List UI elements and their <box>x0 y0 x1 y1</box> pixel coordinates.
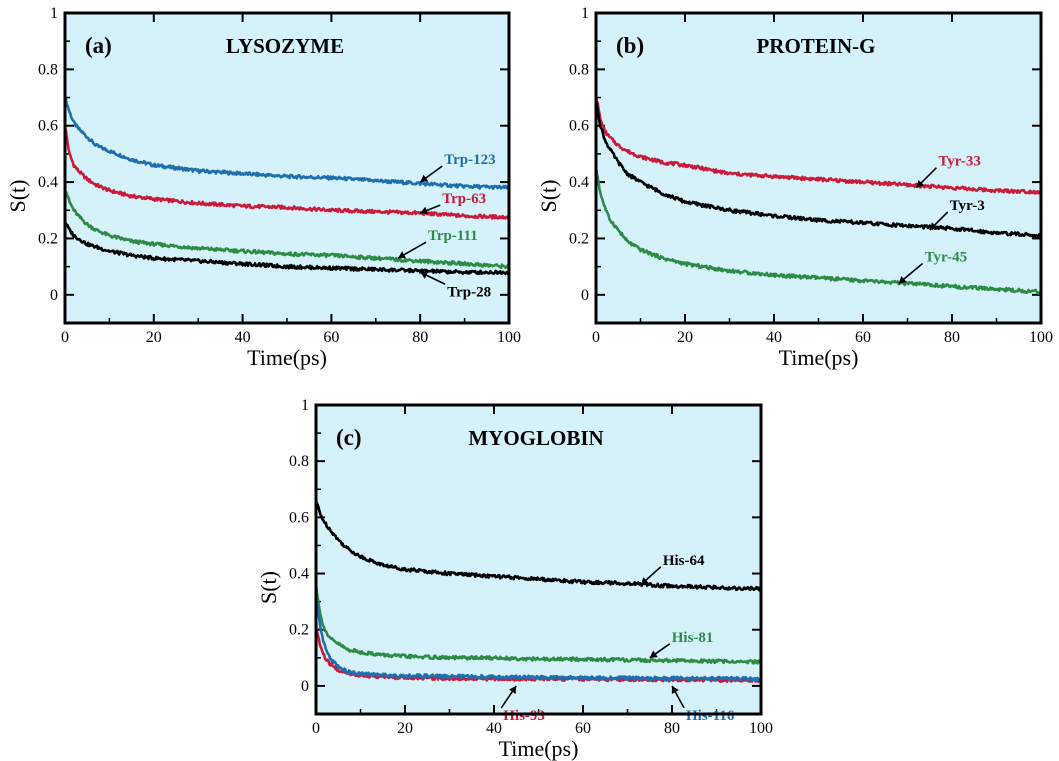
chart-panel-c: 0 0.2 0.4 0.6 0.8 1 0 20 40 60 80 100 His-64 His-81 Hi… <box>256 397 773 761</box>
plot-area <box>596 13 1041 323</box>
series-label-trp-63: Trp-63 <box>442 191 486 207</box>
x-tick-label: 80 <box>664 720 680 737</box>
series-line-his-81 <box>316 584 761 665</box>
chart-panel-b: 0 0.2 0.4 0.6 0.8 1 0 20 40 60 80 100 Tyr-33 Tyr-3 Tyr… <box>536 5 1053 370</box>
y-tick-label: 0.6 <box>289 509 309 526</box>
x-tick-label: 60 <box>855 329 871 346</box>
series-label-his-81: His-81 <box>672 630 714 646</box>
y-tick-label: 0 <box>581 287 589 304</box>
x-tick-label: 20 <box>146 329 162 346</box>
y-tick-label: 0.4 <box>569 174 589 191</box>
series-label-trp-111: Trp-111 <box>428 228 478 244</box>
y-tick-label: 0.8 <box>289 453 309 470</box>
series-line-his-64 <box>316 500 761 592</box>
series-line-trp-111 <box>65 188 509 270</box>
panel-title: PROTEIN-G <box>756 34 875 58</box>
x-tick-label: 60 <box>323 329 339 346</box>
x-tick-label: 100 <box>497 329 521 346</box>
series-line-trp-63 <box>65 126 509 220</box>
plot-area <box>65 13 509 323</box>
x-tick-label: 100 <box>1029 329 1053 346</box>
plot-frame <box>314 403 763 716</box>
label-arrowhead <box>509 685 517 694</box>
y-tick-label: 0.8 <box>38 61 58 78</box>
series-line-tyr-45 <box>596 166 1041 295</box>
panel-letter: (a) <box>85 33 112 58</box>
plot-area <box>316 405 761 714</box>
y-tick-label: 0.4 <box>38 174 58 191</box>
label-arrowhead <box>398 251 407 259</box>
y-tick-label: 0 <box>301 678 309 695</box>
series-label-his-64: His-64 <box>663 553 705 569</box>
series-label-tyr-33: Tyr-33 <box>938 154 981 170</box>
x-tick-label: 40 <box>486 720 502 737</box>
panel-letter: (b) <box>616 33 644 58</box>
x-tick-label: 40 <box>766 329 782 346</box>
x-tick-label: 80 <box>412 329 428 346</box>
y-axis-title: S(t) <box>536 180 561 213</box>
label-arrowhead <box>420 206 429 215</box>
y-tick-label: 0.6 <box>569 118 589 135</box>
y-axis-title: S(t) <box>256 571 281 604</box>
panel-title: MYOGLOBIN <box>468 426 603 450</box>
series-label-trp-28: Trp-28 <box>447 284 491 300</box>
label-arrowhead <box>898 275 907 284</box>
label-arrowhead <box>640 577 649 585</box>
label-arrowhead <box>929 222 938 230</box>
x-axis-title: Time(ps) <box>247 345 327 370</box>
y-tick-label: 1 <box>301 397 309 414</box>
series-line-tyr-3 <box>596 100 1041 238</box>
x-tick-label: 0 <box>312 720 320 737</box>
y-tick-label: 0.4 <box>289 566 309 583</box>
x-tick-label: 0 <box>592 329 600 346</box>
x-tick-label: 0 <box>61 329 69 346</box>
series-label-trp-123: Trp-123 <box>444 152 495 168</box>
plot-frame <box>63 11 511 325</box>
x-tick-label: 40 <box>235 329 251 346</box>
x-axis-title: Time(ps) <box>499 736 579 761</box>
series-label-his-93: His-93 <box>503 708 545 724</box>
chart-panel-a: 0 0.2 0.4 0.6 0.8 1 0 20 40 60 80 100 Trp-123 Trp-63 T… <box>5 5 521 370</box>
x-tick-label: 80 <box>944 329 960 346</box>
series-line-his-116 <box>316 595 761 682</box>
y-tick-label: 1 <box>50 5 58 22</box>
x-tick-label: 20 <box>397 720 413 737</box>
y-tick-label: 0 <box>50 287 58 304</box>
label-arrowhead <box>916 179 925 188</box>
x-axis-title: Time(ps) <box>779 345 859 370</box>
series-label-tyr-3: Tyr-3 <box>950 198 985 214</box>
series-line-trp-123 <box>65 97 509 191</box>
label-arrowhead <box>420 271 429 279</box>
series-line-trp-28 <box>65 221 509 276</box>
y-tick-label: 0.8 <box>569 61 589 78</box>
label-arrowhead <box>420 174 429 183</box>
x-tick-label: 20 <box>677 329 693 346</box>
label-arrowhead <box>649 650 658 658</box>
series-label-tyr-45: Tyr-45 <box>925 250 968 266</box>
y-tick-label: 1 <box>581 5 589 22</box>
panel-title: LYSOZYME <box>226 34 344 58</box>
panel-letter: (c) <box>336 425 362 450</box>
y-tick-label: 0.6 <box>38 118 58 135</box>
x-tick-label: 100 <box>749 720 773 737</box>
series-label-his-116: His-116 <box>686 708 735 724</box>
x-tick-label: 60 <box>575 720 591 737</box>
y-tick-label: 0.2 <box>38 230 58 247</box>
y-tick-label: 0.2 <box>569 230 589 247</box>
label-arrowhead <box>671 685 679 694</box>
plot-frame <box>594 11 1043 325</box>
y-tick-label: 0.2 <box>289 622 309 639</box>
series-line-tyr-33 <box>596 95 1041 195</box>
y-axis-title: S(t) <box>5 180 30 213</box>
